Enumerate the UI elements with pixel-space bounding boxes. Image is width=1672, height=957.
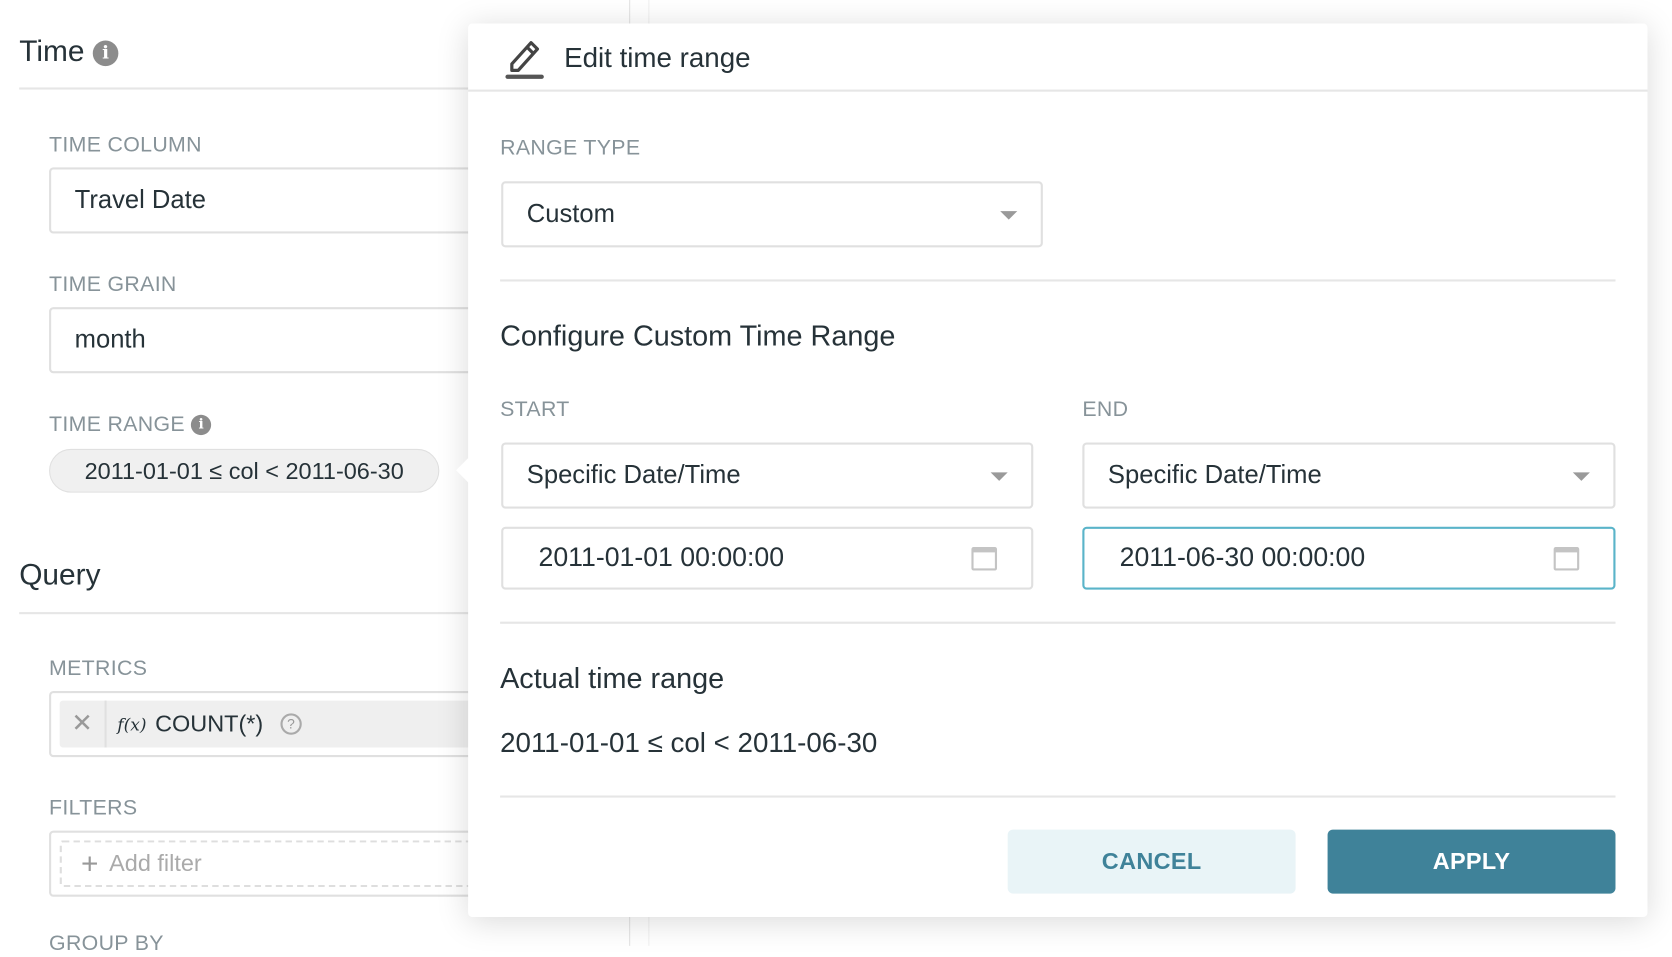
info-icon[interactable]: i [92, 40, 119, 66]
end-date-input[interactable]: 2011-06-30 00:00:00 [1082, 526, 1616, 590]
filters-box: + Add filter [49, 830, 497, 897]
add-filter-label: Add filter [109, 849, 202, 877]
time-column-value: Travel Date [74, 185, 206, 215]
end-date-value: 2011-06-30 00:00:00 [1119, 542, 1366, 573]
time-column-label: TIME COLUMN [49, 133, 202, 157]
end-mode-value: Specific Date/Time [1107, 460, 1322, 490]
range-type-select[interactable]: Custom [501, 181, 1043, 248]
group-by-label: GROUP BY [49, 931, 164, 956]
range-type-value: Custom [526, 199, 615, 229]
fx-icon: f(x) [117, 713, 147, 735]
metric-tag[interactable]: ✕ f(x) COUNT(*) ? [59, 700, 487, 748]
calendar-icon[interactable] [971, 547, 998, 571]
time-section-title: Time i [19, 34, 119, 68]
popover-arrow [456, 458, 481, 483]
time-column-select[interactable]: Travel Date [49, 167, 497, 234]
chevron-down-icon [1572, 472, 1590, 481]
help-icon[interactable]: ? [280, 713, 302, 735]
pencil-icon [505, 41, 544, 79]
end-mode-select[interactable]: Specific Date/Time [1082, 442, 1616, 509]
divider [500, 279, 1616, 282]
time-range-label-text: TIME RANGE [49, 412, 185, 437]
divider [500, 621, 1616, 624]
end-label: END [1082, 397, 1129, 422]
time-range-pill[interactable]: 2011-01-01 ≤ col < 2011-06-30 [49, 448, 440, 493]
apply-button[interactable]: APPLY [1327, 829, 1616, 894]
info-icon[interactable]: i [191, 415, 212, 436]
query-title: Query [19, 557, 101, 591]
add-filter-button[interactable]: + Add filter [59, 840, 487, 888]
time-title: Time [19, 34, 85, 68]
calendar-icon[interactable] [1553, 547, 1580, 571]
cancel-button[interactable]: CANCEL [1007, 829, 1296, 894]
start-mode-select[interactable]: Specific Date/Time [501, 442, 1034, 509]
range-type-label: RANGE TYPE [500, 136, 641, 160]
start-date-input[interactable]: 2011-01-01 00:00:00 [501, 526, 1034, 590]
filters-label: FILTERS [49, 796, 138, 821]
time-grain-value: month [74, 325, 146, 355]
time-range-value: 2011-01-01 ≤ col < 2011-06-30 [84, 456, 404, 484]
popover-title: Edit time range [564, 41, 751, 74]
section-title: Configure Custom Time Range [500, 319, 896, 352]
edit-time-range-popover: Edit time range RANGE TYPE Custom Config… [456, 23, 1648, 918]
chevron-down-icon [1000, 211, 1018, 220]
divider [468, 89, 1648, 92]
divider [19, 87, 478, 90]
remove-metric-icon[interactable]: ✕ [60, 700, 107, 748]
metrics-label: METRICS [49, 656, 148, 681]
chevron-down-icon [990, 472, 1008, 481]
divider [19, 612, 478, 615]
start-mode-value: Specific Date/Time [526, 460, 741, 490]
start-date-value: 2011-01-01 00:00:00 [538, 542, 785, 573]
plus-icon: + [81, 846, 99, 880]
time-grain-select[interactable]: month [49, 307, 497, 374]
divider [500, 795, 1616, 798]
actual-range-title: Actual time range [500, 662, 725, 695]
actual-range-value: 2011-01-01 ≤ col < 2011-06-30 [500, 726, 878, 759]
time-range-label: TIME RANGE i [49, 412, 212, 438]
metrics-box[interactable]: ✕ f(x) COUNT(*) ? [49, 690, 497, 758]
time-grain-label: TIME GRAIN [49, 272, 177, 297]
metric-name: COUNT(*) [155, 710, 264, 737]
start-label: START [500, 397, 570, 422]
